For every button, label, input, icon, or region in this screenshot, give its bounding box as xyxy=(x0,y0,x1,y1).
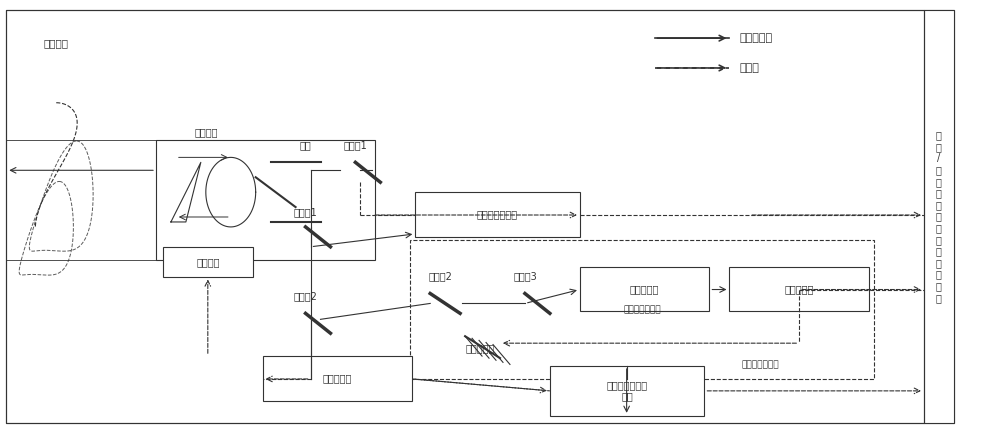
Text: 电信号: 电信号 xyxy=(739,63,759,73)
FancyBboxPatch shape xyxy=(163,247,253,276)
Text: 快反镜2: 快反镜2 xyxy=(428,272,452,282)
FancyBboxPatch shape xyxy=(924,10,954,422)
Text: 波前控制器: 波前控制器 xyxy=(784,284,814,294)
Text: 快反镜1: 快反镜1 xyxy=(344,140,367,150)
Text: 空间信道: 空间信道 xyxy=(44,38,69,48)
Text: 精跟踪瞄准模块: 精跟踪瞄准模块 xyxy=(477,210,518,219)
Text: 粗跟踪模块: 粗跟踪模块 xyxy=(323,373,352,384)
FancyBboxPatch shape xyxy=(580,267,709,311)
Text: 分束镜2: 分束镜2 xyxy=(294,292,317,302)
FancyBboxPatch shape xyxy=(415,192,580,237)
Text: 自适应光学模块: 自适应光学模块 xyxy=(742,360,779,369)
Text: 二维转台: 二维转台 xyxy=(196,257,220,267)
Text: 波前传感器: 波前传感器 xyxy=(630,284,659,294)
Text: 地
面
/
卫
星
平
台
综
合
电
子
处
理
模
块: 地 面 / 卫 星 平 台 综 合 电 子 处 理 模 块 xyxy=(936,130,942,303)
Text: 目镜: 目镜 xyxy=(300,140,311,150)
Text: 空间光信号: 空间光信号 xyxy=(739,33,772,43)
FancyBboxPatch shape xyxy=(729,267,869,311)
FancyBboxPatch shape xyxy=(550,366,704,416)
Text: 光学天线: 光学天线 xyxy=(194,127,218,137)
FancyBboxPatch shape xyxy=(263,356,412,401)
Text: 分束镜1: 分束镜1 xyxy=(294,207,317,217)
Text: 波前校正器: 波前校正器 xyxy=(465,343,495,353)
Text: 分束镜3: 分束镜3 xyxy=(513,272,537,282)
Text: 自适应光学模块: 自适应光学模块 xyxy=(623,305,661,314)
Text: 通信与测量处理
模块: 通信与测量处理 模块 xyxy=(607,380,648,402)
